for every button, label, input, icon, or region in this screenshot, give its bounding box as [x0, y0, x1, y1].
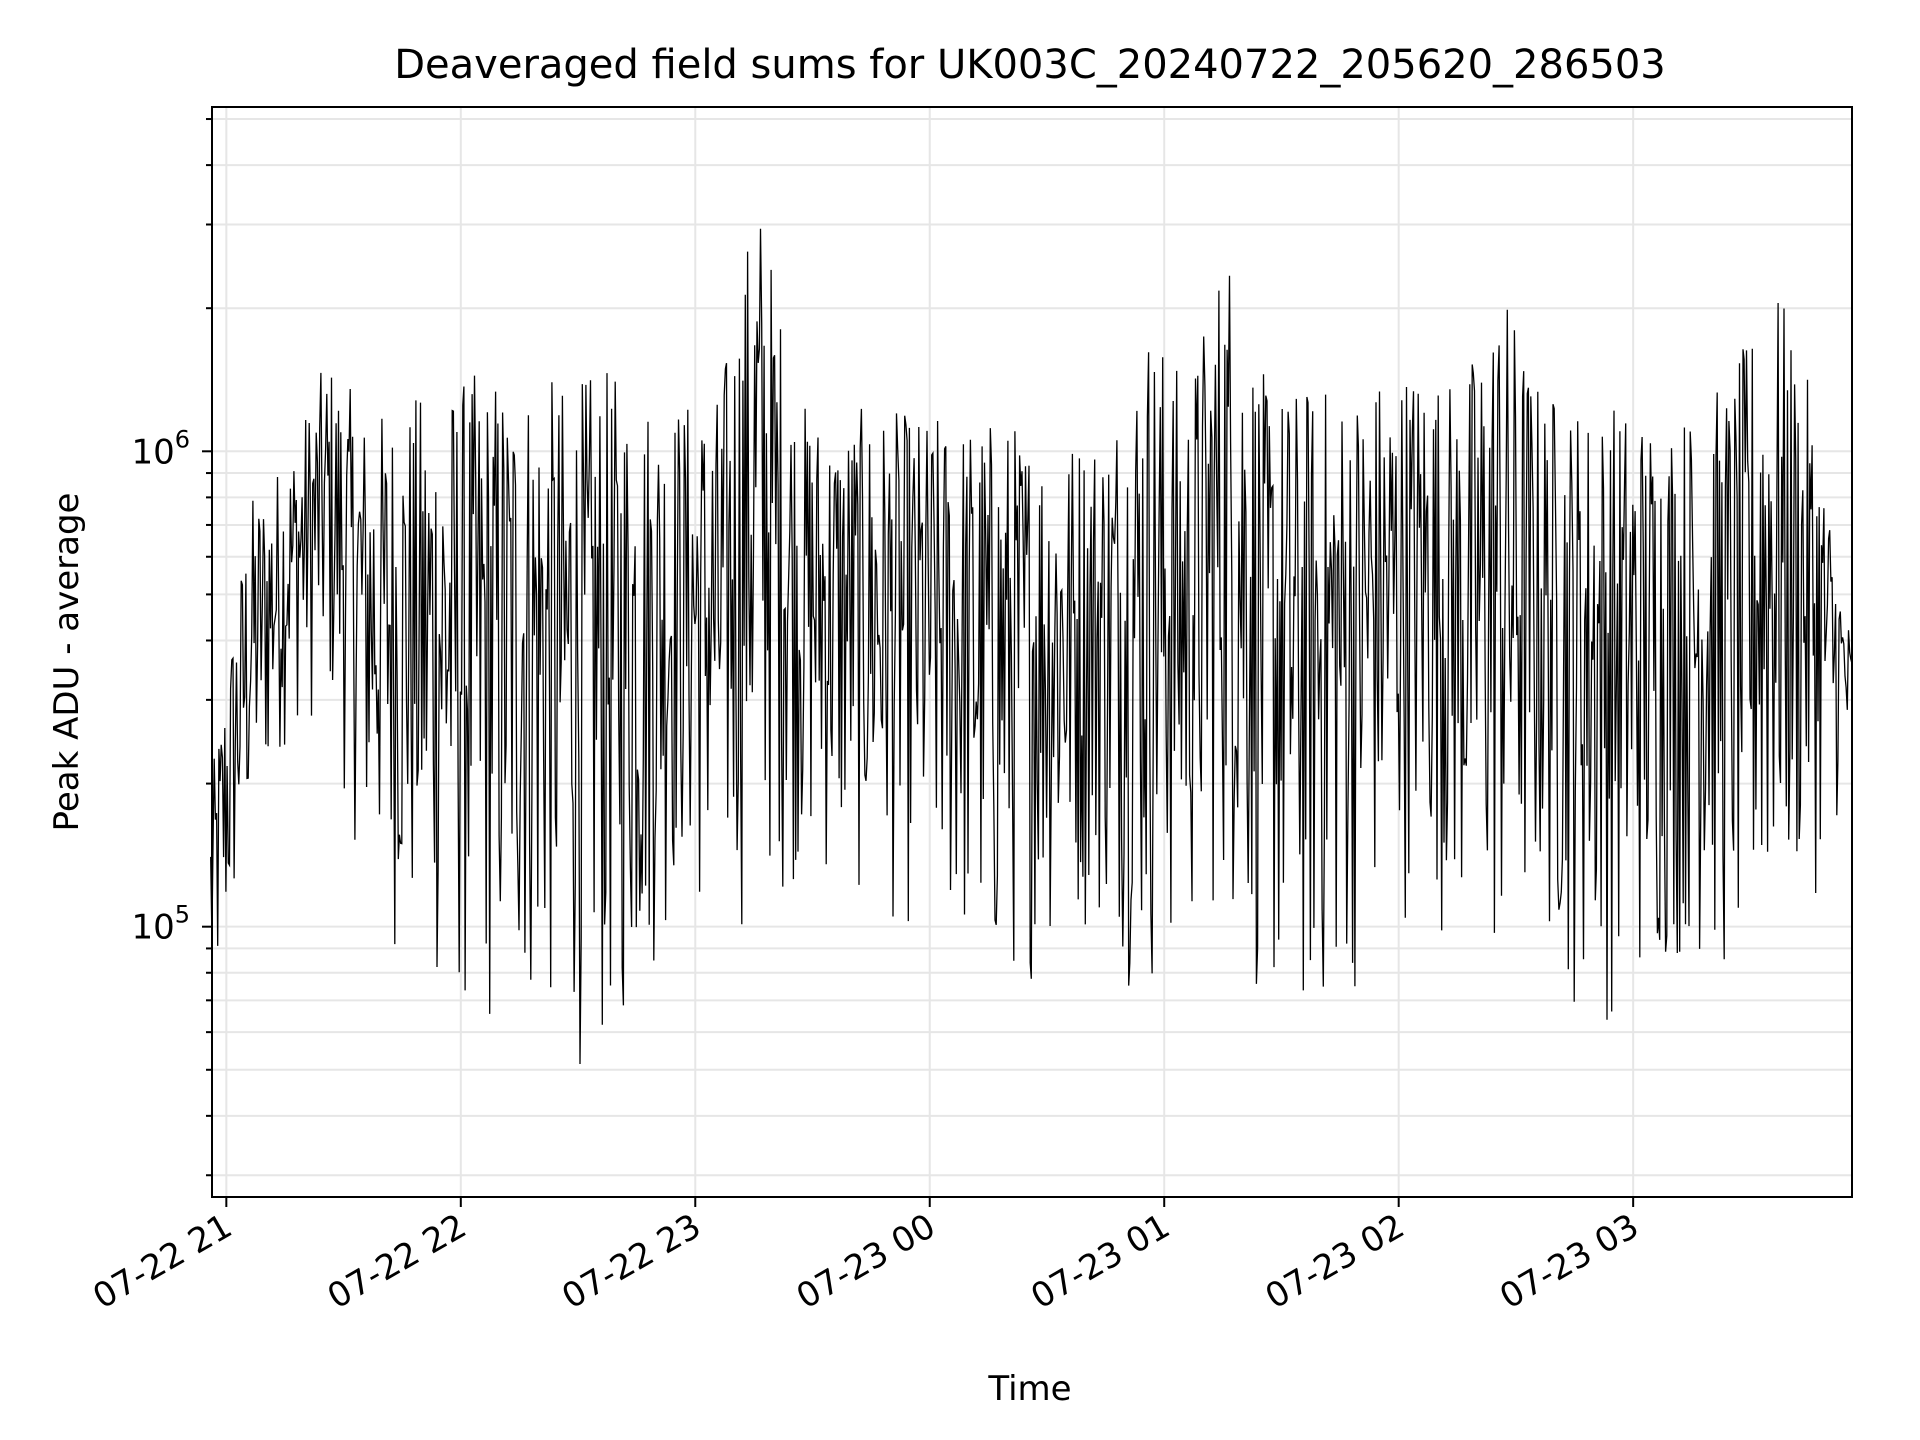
x-axis-label: Time: [987, 1369, 1071, 1409]
y-tick-label: 106: [131, 425, 190, 472]
chart-title: Deaveraged field sums for UK003C_2024072…: [394, 42, 1665, 88]
plot-frame: [211, 106, 1853, 1198]
y-axis-label: Peak ADU - average: [47, 493, 87, 832]
series-line: [210, 228, 1853, 1065]
y-tick-label: 105: [131, 901, 190, 948]
series-path: [210, 228, 1853, 1065]
